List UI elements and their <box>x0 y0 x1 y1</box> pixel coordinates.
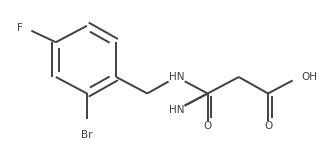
Text: OH: OH <box>301 72 317 82</box>
Text: O: O <box>203 121 212 131</box>
Text: HN: HN <box>169 72 184 82</box>
Text: F: F <box>17 23 23 33</box>
Text: HN: HN <box>169 105 184 115</box>
Text: Br: Br <box>81 130 93 140</box>
Text: O: O <box>264 121 272 131</box>
